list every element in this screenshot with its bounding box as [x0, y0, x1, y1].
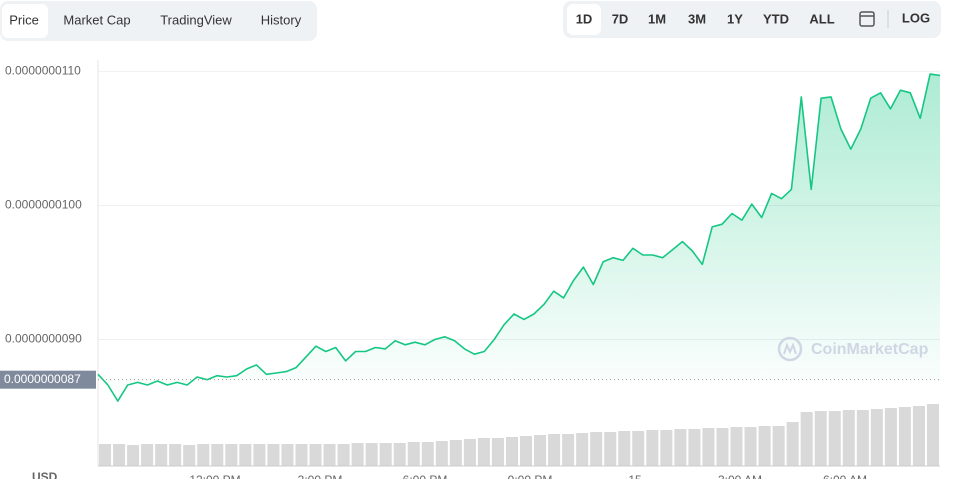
volume-bar [548, 434, 561, 466]
x-tick-label: 12:00 PM [189, 473, 240, 479]
x-tick-label: 15 [628, 473, 642, 479]
open-label-bg [0, 370, 96, 389]
watermark: CoinMarketCap [777, 336, 929, 362]
volume-bar [590, 432, 603, 466]
volume-bar [730, 427, 743, 466]
volume-bar [898, 407, 911, 466]
x-tick-label: 6:00 PM [403, 473, 448, 479]
volume-bar [435, 441, 448, 466]
range-button[interactable]: 7D [612, 11, 629, 26]
volume-bar [477, 438, 490, 466]
volume-bar [155, 444, 168, 466]
volume-bar [716, 428, 729, 466]
volume-bar [225, 444, 238, 466]
volume-bar [351, 443, 364, 466]
log-button[interactable]: LOG [902, 10, 930, 25]
volume-bar [491, 438, 504, 466]
volume-bar [814, 411, 827, 466]
volume-bar [113, 444, 126, 466]
price-area [98, 74, 940, 402]
x-tick-label: 6:00 AM [823, 473, 867, 479]
volume-bar [309, 444, 322, 466]
x-tick-label: 3:00 AM [718, 473, 762, 479]
volume-bar [786, 422, 799, 466]
volume-bar [772, 426, 785, 466]
volume-bar [828, 411, 841, 466]
x-tick-label: 9:00 PM [508, 473, 553, 479]
volume-bar [912, 406, 925, 466]
watermark-logo [783, 342, 797, 355]
range-button[interactable]: 1D [576, 11, 593, 26]
volume-bar [842, 410, 855, 466]
volume-bar [211, 444, 224, 466]
volume-bar [618, 431, 631, 466]
volume-bar [295, 444, 308, 466]
volume-bar [856, 410, 869, 466]
volume-bar [604, 432, 617, 466]
volume-bar [99, 444, 112, 466]
volume-bar [660, 430, 673, 466]
volume-bar [884, 408, 897, 466]
volume-bar [562, 434, 575, 466]
volume-bar [197, 444, 210, 466]
y-tick-label: 0.0000000110 [5, 64, 81, 78]
volume-bar [323, 444, 336, 466]
y-tick-label: 0.0000000100 [5, 198, 82, 212]
volume-bar [534, 435, 547, 466]
volume-bar [393, 443, 406, 466]
tab-selected [2, 4, 48, 38]
range-button[interactable]: 1M [648, 11, 666, 26]
volume-bar [421, 442, 434, 466]
volume-bar [141, 444, 154, 466]
tab[interactable]: Price [9, 12, 39, 27]
volume-bar [379, 443, 392, 466]
volume-bar [253, 444, 266, 466]
volume-bar [505, 437, 518, 466]
range-button[interactable]: 1Y [727, 11, 743, 26]
volume-bar [674, 429, 687, 466]
tab-group [0, 1, 317, 41]
volume-bar [365, 443, 378, 466]
volume-bar [169, 444, 182, 466]
volume-bar [127, 445, 140, 466]
volume-bar [702, 428, 715, 466]
volume-bar [632, 431, 645, 466]
range-button[interactable]: ALL [809, 11, 834, 26]
price-line [97, 73, 941, 402]
watermark-text: CoinMarketCap [811, 341, 929, 358]
volume-bar [744, 427, 757, 466]
tab[interactable]: History [261, 12, 302, 27]
currency-label: USD [32, 470, 58, 479]
volume-bar [800, 412, 813, 466]
volume-bar [183, 445, 196, 466]
volume-bar [688, 429, 701, 466]
tab[interactable]: Market Cap [63, 12, 130, 27]
volume-bar [463, 439, 476, 466]
calendar-icon[interactable] [859, 11, 875, 27]
range-button[interactable]: 3M [688, 11, 706, 26]
volume-bar [239, 444, 252, 466]
volume-bar [407, 442, 420, 466]
watermark-logo [777, 336, 803, 362]
volume-bar [281, 444, 294, 466]
y-tick-label: 0.0000000090 [5, 332, 82, 346]
volume-bar [267, 444, 280, 466]
x-tick-label: 3:00 PM [298, 473, 343, 479]
range-group [563, 1, 941, 38]
volume-bar [520, 436, 533, 466]
range-button[interactable]: YTD [763, 11, 789, 26]
volume-bar [646, 430, 659, 466]
volume-bar [758, 426, 771, 466]
volume-bar [576, 433, 589, 466]
range-selected [567, 4, 601, 35]
open-label: 0.0000000087 [4, 372, 81, 386]
volume-bar [449, 440, 462, 466]
volume-bar [337, 444, 350, 466]
tab[interactable]: TradingView [160, 12, 232, 27]
volume-bar [926, 404, 939, 466]
volume-bar [870, 409, 883, 466]
